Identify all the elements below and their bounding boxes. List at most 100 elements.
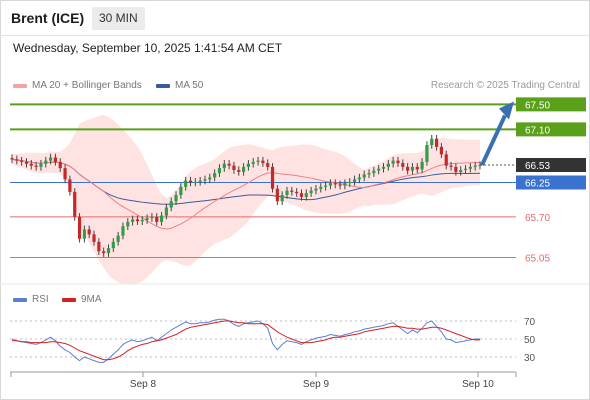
candle-body (159, 215, 164, 222)
candle-body (179, 186, 183, 195)
forecast-arrow-shaft (480, 114, 507, 166)
candle-body (203, 179, 207, 181)
legend-ma50: MA 50 (156, 80, 203, 91)
candle-body (106, 248, 111, 254)
candle-body (237, 170, 241, 172)
price-level-label: 67.50 (525, 100, 550, 111)
candle-body (280, 195, 284, 202)
rsi-axis-label: 50 (524, 335, 536, 346)
candle-body (449, 165, 453, 167)
candle-body (126, 221, 130, 227)
candle-body (68, 179, 72, 192)
credit-text: Research © 2025 Trading Central (430, 80, 580, 91)
legend-ma50-label: MA 50 (175, 80, 204, 91)
price-tag-0 (516, 97, 586, 112)
candle-body (473, 165, 477, 167)
x-axis-label: Sep 8 (130, 379, 157, 390)
rsi-ma-line (12, 320, 480, 361)
candle-body (270, 166, 275, 189)
legend-rsi: RSI (13, 294, 49, 305)
candle-body (333, 183, 337, 185)
candle-body (425, 145, 429, 162)
candle-body (343, 183, 347, 186)
candle-body (406, 166, 410, 171)
candle-body (87, 229, 91, 235)
rsi-axis-label: 70 (524, 317, 536, 328)
rsi-line (11, 318, 480, 363)
candle-body (434, 138, 439, 147)
candle-body (478, 165, 482, 166)
candle-body (396, 160, 400, 164)
candle-body (256, 160, 260, 162)
timeframe-badge[interactable]: 30 MIN (92, 7, 145, 30)
rsi-ma-swatch-icon (62, 297, 76, 302)
legend-bollinger-label: MA 20 + Bollinger Bands (32, 80, 142, 91)
candle-body (430, 138, 434, 145)
candle-body (10, 158, 14, 160)
candle-body (48, 157, 53, 161)
candle-body (391, 160, 395, 164)
candle-body (222, 163, 226, 169)
candle-body (208, 177, 212, 180)
price-level-label: 66.53 (525, 161, 550, 172)
candle-body (102, 251, 106, 254)
rsi-axis-label: 30 (524, 353, 536, 364)
candle-body (232, 165, 236, 170)
candle-body (299, 193, 304, 197)
candle-body (386, 163, 390, 167)
x-axis-label: Sep 10 (462, 379, 494, 390)
legend-rsi-ma: 9MA (62, 294, 102, 305)
candle-body (246, 163, 251, 167)
candle-body (401, 163, 405, 167)
candle-body (150, 216, 154, 219)
candle-body (92, 234, 96, 242)
candle-body (463, 168, 468, 170)
candle-body (184, 180, 188, 187)
price-tag-1 (516, 122, 586, 137)
candle-body (73, 191, 77, 217)
instrument-title: Brent (ICE) (11, 10, 85, 26)
candle-body (410, 166, 415, 171)
candle-body (285, 190, 289, 195)
candle-body (357, 177, 361, 180)
candle-body (468, 166, 472, 169)
candle-body (140, 220, 144, 222)
candle-body (174, 195, 178, 202)
bollinger-band (12, 115, 480, 285)
candle-body (44, 160, 48, 164)
candle-body (444, 154, 448, 166)
candle-body (372, 170, 376, 174)
price-level-label: 65.70 (525, 213, 550, 224)
candle-body (145, 218, 149, 220)
candle-body (352, 179, 357, 182)
candle-body (319, 186, 323, 189)
candle-body (135, 219, 140, 222)
candle-body (377, 168, 381, 171)
ma50-swatch-icon (156, 83, 170, 88)
legend-rsi-label: RSI (32, 294, 49, 305)
candle-body (217, 168, 222, 174)
candle-body (169, 201, 173, 208)
candle-body (20, 160, 24, 162)
chart-header: Brent (ICE) 30 MIN (0, 0, 590, 36)
price-level-label: 66.25 (525, 179, 550, 190)
candle-body (193, 181, 197, 183)
candle-body (381, 166, 386, 169)
x-axis-label: Sep 9 (303, 379, 330, 390)
candle-body (97, 241, 101, 252)
price-tag-2 (516, 158, 586, 172)
forecast-arrow-head-icon (499, 101, 514, 120)
candle-body (324, 185, 328, 187)
candle-body (24, 161, 29, 164)
candle-body (454, 166, 458, 172)
candle-body (29, 163, 33, 166)
candle-body (164, 207, 168, 216)
candle-body (116, 235, 120, 242)
candle-body (314, 188, 318, 191)
candle-body (338, 184, 342, 186)
candle-body (439, 146, 444, 155)
candle-body (155, 216, 159, 222)
candle-body (39, 163, 43, 167)
candle-body (251, 161, 255, 164)
candle-body (459, 170, 463, 172)
